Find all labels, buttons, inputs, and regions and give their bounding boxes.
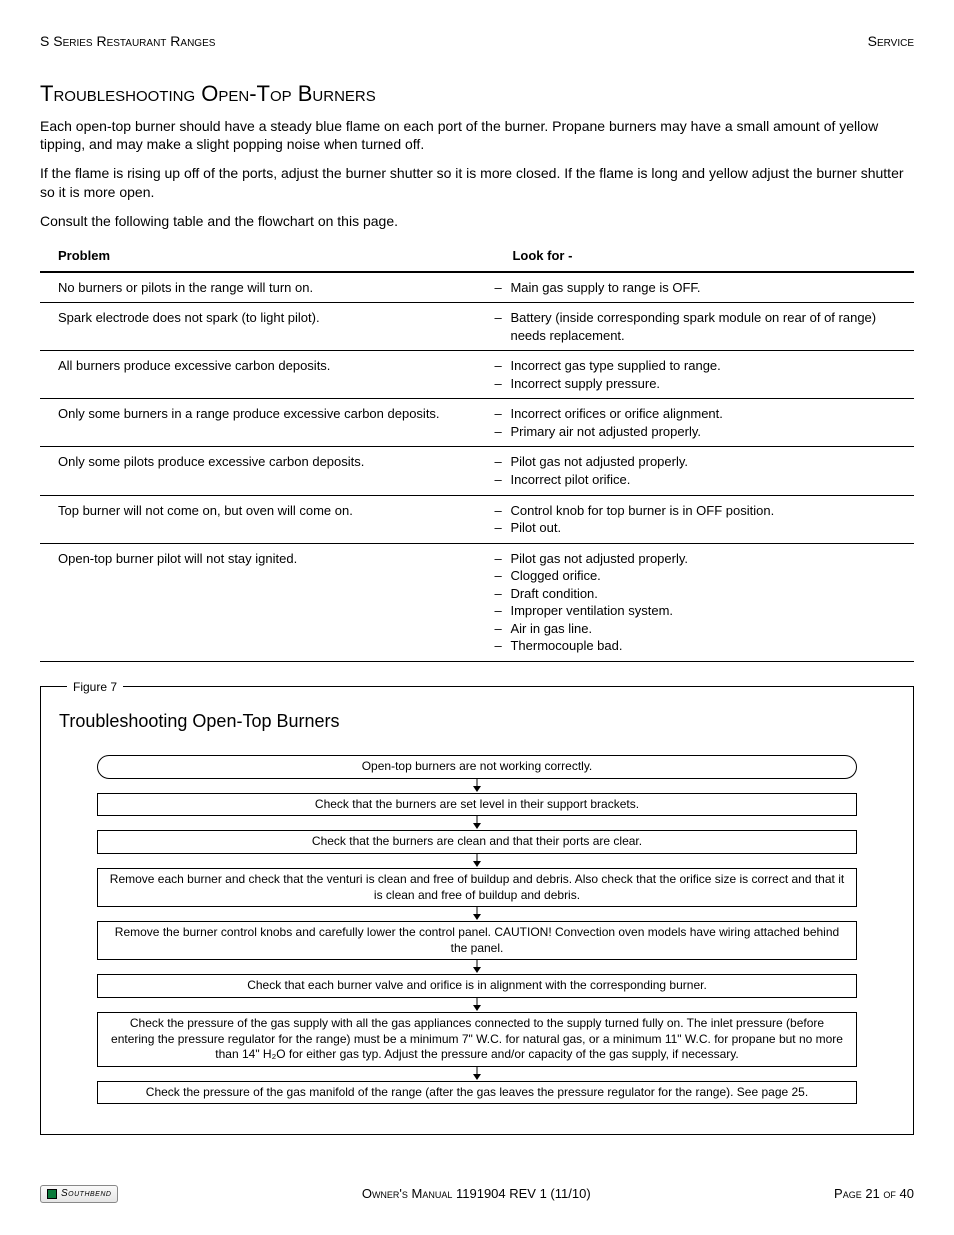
cell-lookfor: –Battery (inside corresponding spark mod… — [494, 303, 914, 351]
lookfor-item: –Control knob for top burner is in OFF p… — [494, 502, 904, 520]
footer-page: Page 21 of 40 — [834, 1185, 914, 1203]
arrow-down-icon — [476, 816, 478, 830]
lookfor-item: –Thermocouple bad. — [494, 637, 904, 655]
arrow-down-icon — [476, 779, 478, 793]
figure-legend: Figure 7 — [67, 679, 123, 695]
cell-lookfor: –Incorrect orifices or orifice alignment… — [494, 399, 914, 447]
cell-problem: Open-top burner pilot will not stay igni… — [40, 543, 494, 661]
logo-text: Southbend — [61, 1187, 111, 1201]
col-lookfor: Look for - — [494, 241, 914, 272]
lookfor-item: –Incorrect supply pressure. — [494, 375, 904, 393]
lookfor-item: –Incorrect orifices or orifice alignment… — [494, 405, 904, 423]
table-row: Only some burners in a range produce exc… — [40, 399, 914, 447]
cell-lookfor: –Pilot gas not adjusted properly.–Incorr… — [494, 447, 914, 495]
arrow-down-icon — [476, 998, 478, 1012]
intro-para: If the flame is rising up off of the por… — [40, 164, 914, 202]
cell-lookfor: –Main gas supply to range is OFF. — [494, 272, 914, 303]
flow-step: Check the pressure of the gas supply wit… — [97, 1012, 857, 1067]
header-left: S Series Restaurant Ranges — [40, 32, 215, 51]
flow-step: Remove the burner control knobs and care… — [97, 921, 857, 960]
page-title: Troubleshooting Open-Top Burners — [40, 79, 914, 109]
lookfor-item: –Air in gas line. — [494, 620, 904, 638]
brand-logo: Southbend — [40, 1185, 118, 1203]
figure-7: Figure 7 Troubleshooting Open-Top Burner… — [40, 686, 914, 1135]
arrow-down-icon — [476, 1067, 478, 1081]
cell-problem: All burners produce excessive carbon dep… — [40, 351, 494, 399]
figure-title: Troubleshooting Open-Top Burners — [59, 709, 899, 733]
flow-step: Check that each burner valve and orifice… — [97, 974, 857, 998]
lookfor-item: –Incorrect gas type supplied to range. — [494, 357, 904, 375]
table-row: All burners produce excessive carbon dep… — [40, 351, 914, 399]
lookfor-item: –Pilot gas not adjusted properly. — [494, 453, 904, 471]
lookfor-item: –Pilot out. — [494, 519, 904, 537]
cell-problem: Top burner will not come on, but oven wi… — [40, 495, 494, 543]
cell-problem: No burners or pilots in the range will t… — [40, 272, 494, 303]
table-row: Spark electrode does not spark (to light… — [40, 303, 914, 351]
table-row: Open-top burner pilot will not stay igni… — [40, 543, 914, 661]
cell-lookfor: –Pilot gas not adjusted properly.–Clogge… — [494, 543, 914, 661]
arrow-down-icon — [476, 960, 478, 974]
lookfor-item: –Draft condition. — [494, 585, 904, 603]
flow-step: Check that the burners are clean and tha… — [97, 830, 857, 854]
cell-lookfor: –Incorrect gas type supplied to range.–I… — [494, 351, 914, 399]
col-problem: Problem — [40, 241, 494, 272]
lookfor-item: –Main gas supply to range is OFF. — [494, 279, 904, 297]
intro-para: Each open-top burner should have a stead… — [40, 117, 914, 155]
flow-step: Check that the burners are set level in … — [97, 793, 857, 817]
table-row: Top burner will not come on, but oven wi… — [40, 495, 914, 543]
arrow-down-icon — [476, 854, 478, 868]
lookfor-item: –Incorrect pilot orifice. — [494, 471, 904, 489]
flow-step: Open-top burners are not working correct… — [97, 755, 857, 779]
cell-problem: Only some burners in a range produce exc… — [40, 399, 494, 447]
intro-para: Consult the following table and the flow… — [40, 212, 914, 231]
cell-problem: Only some pilots produce excessive carbo… — [40, 447, 494, 495]
flow-step: Remove each burner and check that the ve… — [97, 868, 857, 907]
intro-block: Each open-top burner should have a stead… — [40, 117, 914, 231]
cell-problem: Spark electrode does not spark (to light… — [40, 303, 494, 351]
lookfor-item: –Improper ventilation system. — [494, 602, 904, 620]
lookfor-item: –Primary air not adjusted properly. — [494, 423, 904, 441]
lookfor-item: –Battery (inside corresponding spark mod… — [494, 309, 904, 344]
page-footer: Southbend Owner's Manual 1191904 REV 1 (… — [40, 1185, 914, 1203]
troubleshooting-table: Problem Look for - No burners or pilots … — [40, 241, 914, 662]
lookfor-item: –Clogged orifice. — [494, 567, 904, 585]
flow-step: Check the pressure of the gas manifold o… — [97, 1081, 857, 1105]
table-row: No burners or pilots in the range will t… — [40, 272, 914, 303]
page-header: S Series Restaurant Ranges Service — [40, 32, 914, 51]
lookfor-item: –Pilot gas not adjusted properly. — [494, 550, 904, 568]
logo-mark — [47, 1189, 57, 1199]
table-row: Only some pilots produce excessive carbo… — [40, 447, 914, 495]
arrow-down-icon — [476, 907, 478, 921]
header-right: Service — [868, 32, 914, 51]
footer-center: Owner's Manual 1191904 REV 1 (11/10) — [118, 1185, 834, 1203]
cell-lookfor: –Control knob for top burner is in OFF p… — [494, 495, 914, 543]
flowchart: Open-top burners are not working correct… — [55, 755, 899, 1104]
